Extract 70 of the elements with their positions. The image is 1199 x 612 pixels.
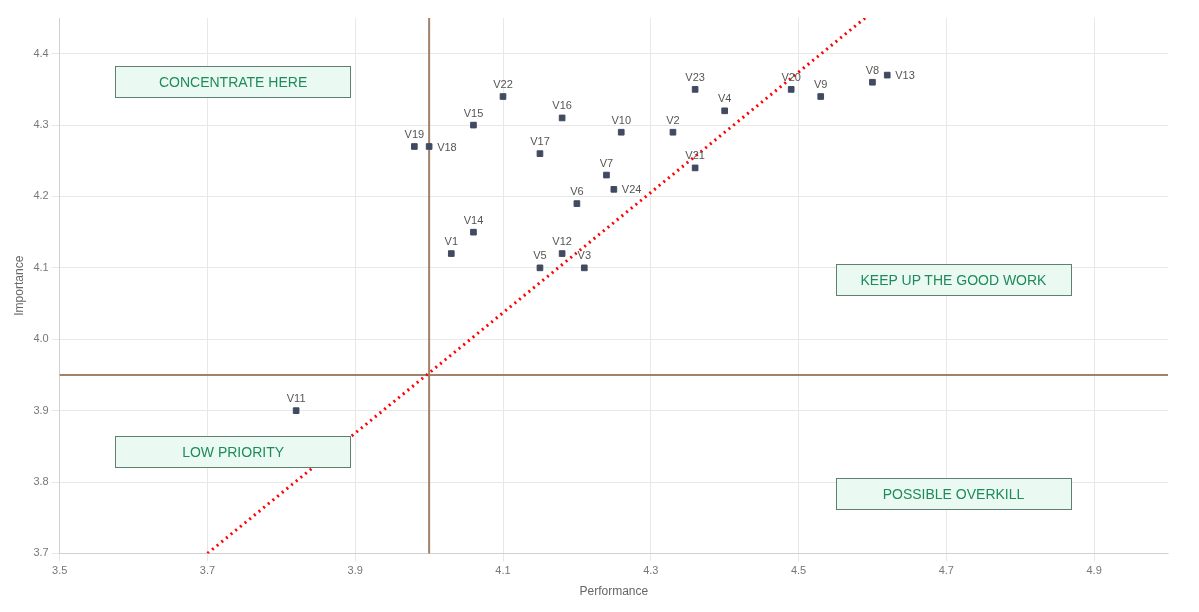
point	[558, 114, 566, 122]
annotation: V3	[577, 249, 592, 262]
point	[603, 171, 610, 179]
annotation: V2	[666, 113, 680, 126]
point	[580, 264, 588, 272]
point	[610, 186, 618, 193]
x-tick-label: 4.1	[495, 564, 511, 577]
point	[425, 143, 433, 150]
x-tick-label: 3.5	[52, 564, 68, 577]
point	[558, 250, 566, 257]
y-tick-label: 4.4	[33, 46, 49, 59]
point	[536, 150, 544, 157]
x-tick-label: 4.3	[643, 564, 659, 577]
annotation: V22	[493, 78, 513, 91]
annotation: V16	[552, 99, 572, 112]
point	[292, 407, 300, 414]
annotation: V12	[552, 235, 572, 248]
y-tick-label: 4.0	[33, 332, 49, 345]
point	[617, 128, 625, 136]
y-tick-label: 4.3	[33, 118, 49, 131]
annotation: V4	[717, 92, 732, 105]
annotation: V6	[570, 185, 584, 198]
y-axis-title: Importance	[11, 255, 26, 316]
annotation: V11	[286, 392, 306, 405]
x-tick-label: 4.7	[938, 564, 954, 577]
point	[691, 86, 699, 93]
annotation: V8	[865, 63, 880, 76]
annotation: V17	[530, 135, 550, 148]
point	[817, 93, 825, 100]
annotation: V18	[437, 140, 457, 153]
annotation: V1	[444, 235, 459, 248]
y-tick-label: 3.8	[33, 475, 49, 488]
annotation: V14	[463, 213, 484, 226]
annotation: V20	[781, 70, 801, 83]
annotation: V24	[621, 183, 642, 196]
point	[499, 93, 507, 100]
annotation: V23	[685, 70, 705, 83]
annotation: V21	[685, 149, 705, 162]
point	[411, 143, 418, 150]
text-box: KEEP UP THE GOOD WORK	[835, 264, 1072, 297]
annotation: V5	[533, 249, 547, 262]
annotation: V19	[404, 128, 425, 141]
point	[691, 164, 699, 172]
x-tick-label: 4.9	[1086, 564, 1102, 577]
y-tick-label: 3.7	[33, 546, 49, 559]
text-box: CONCENTRATE HERE	[115, 66, 352, 99]
point	[669, 128, 677, 136]
annotation: V9	[814, 78, 828, 91]
text-box: LOW PRIORITY	[115, 435, 352, 468]
x-tick-label: 3.9	[347, 564, 363, 577]
point	[470, 228, 477, 236]
y-tick-label: 4.1	[33, 260, 49, 273]
point	[447, 250, 455, 257]
point	[883, 71, 891, 79]
annotation: V13	[895, 69, 915, 82]
x-axis-title: Performance	[579, 584, 649, 599]
text-box: POSSIBLE OVERKILL	[835, 478, 1072, 511]
point	[787, 86, 795, 93]
annotation: V15	[463, 106, 484, 119]
point	[869, 78, 876, 86]
annotation: V7	[599, 156, 614, 169]
annotation: V10	[611, 113, 632, 126]
point	[470, 121, 477, 129]
y-tick-label: 3.9	[33, 403, 49, 416]
point	[536, 264, 544, 272]
point	[573, 200, 581, 207]
y-tick-label: 4.2	[33, 189, 49, 202]
x-tick-label: 4.5	[790, 564, 807, 577]
x-tick-label: 3.7	[199, 564, 216, 577]
point	[721, 107, 729, 115]
